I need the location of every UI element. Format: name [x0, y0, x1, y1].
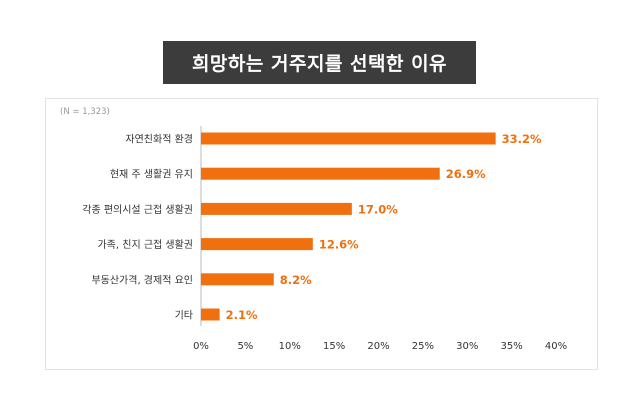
value-label: 12.6%	[319, 238, 359, 252]
category-label: 기타	[175, 310, 193, 322]
value-label: 2.1%	[226, 308, 258, 322]
x-tick-label: 5%	[237, 341, 253, 352]
x-tick-label: 40%	[545, 341, 567, 352]
value-label: 26.9%	[446, 167, 486, 181]
bar	[201, 273, 274, 286]
x-tick-label: 15%	[323, 341, 345, 352]
bar	[201, 132, 496, 145]
x-tick-label: 20%	[367, 341, 389, 352]
chart-title-banner: 희망하는 거주지를 선택한 이유	[163, 41, 476, 84]
category-label: 가족, 친지 근접 생활권	[97, 238, 193, 251]
category-label: 자연친화적 환경	[125, 133, 193, 146]
x-tick-label: 0%	[193, 341, 209, 352]
x-tick-label: 35%	[501, 341, 523, 352]
x-tick-label: 10%	[279, 341, 301, 352]
bar	[201, 308, 220, 321]
category-label: 현재 주 생활권 유지	[110, 168, 193, 181]
value-label: 17.0%	[358, 202, 398, 216]
bar	[201, 202, 352, 215]
category-label: 각종 편의시설 근접 생활권	[82, 203, 193, 216]
chart-title: 희망하는 거주지를 선택한 이유	[191, 53, 448, 75]
bar	[201, 238, 313, 251]
sample-size-note: (N = 1,323)	[60, 107, 110, 117]
value-label: 8.2%	[280, 273, 312, 287]
x-tick-label: 25%	[412, 341, 434, 352]
category-label: 부동산가격, 경제적 요인	[91, 273, 193, 286]
value-label: 33.2%	[502, 132, 542, 146]
bar	[201, 167, 440, 180]
x-tick-label: 30%	[456, 341, 478, 352]
